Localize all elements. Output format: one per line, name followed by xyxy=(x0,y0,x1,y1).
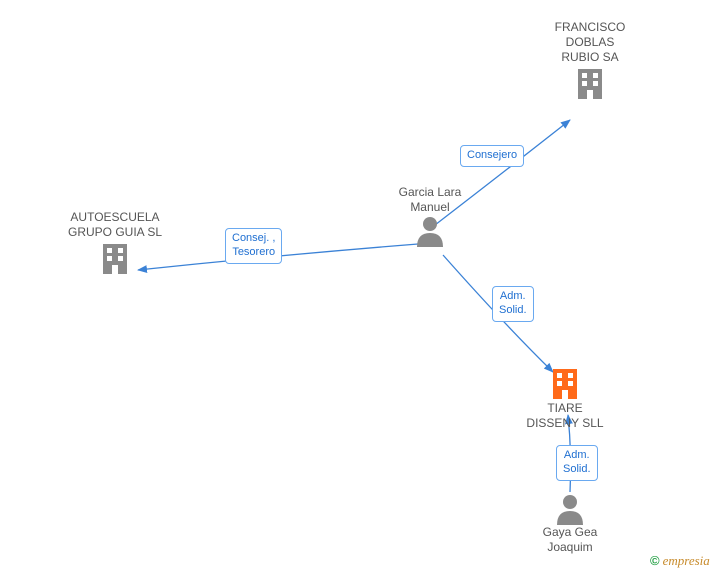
node-francisco[interactable]: FRANCISCODOBLASRUBIO SA xyxy=(530,20,650,101)
node-label: Garcia LaraManuel xyxy=(375,185,485,215)
node-label: TIAREDISSENY SLL xyxy=(505,401,625,431)
node-label: AUTOESCUELAGRUPO GUIA SL xyxy=(45,210,185,240)
building-icon xyxy=(572,65,608,101)
node-tiare[interactable]: TIAREDISSENY SLL xyxy=(505,365,625,431)
edge-label: Consejero xyxy=(460,145,524,167)
watermark: ©empresia xyxy=(650,553,710,569)
watermark-text: empresia xyxy=(663,553,710,568)
building-icon xyxy=(97,240,133,276)
node-gaya[interactable]: Gaya GeaJoaquim xyxy=(520,493,620,555)
node-label: FRANCISCODOBLASRUBIO SA xyxy=(530,20,650,65)
person-icon xyxy=(555,493,585,525)
edge-label: Adm. Solid. xyxy=(556,445,598,481)
node-garcia[interactable]: Garcia LaraManuel xyxy=(375,185,485,247)
person-icon xyxy=(415,215,445,247)
copyright-symbol: © xyxy=(650,553,660,568)
building-icon xyxy=(547,365,583,401)
node-autoescuela[interactable]: AUTOESCUELAGRUPO GUIA SL xyxy=(45,210,185,276)
edge-label: Adm. Solid. xyxy=(492,286,534,322)
edge-label: Consej. , Tesorero xyxy=(225,228,282,264)
node-label: Gaya GeaJoaquim xyxy=(520,525,620,555)
diagram-canvas: FRANCISCODOBLASRUBIO SA AUTOESCUELAGRUPO… xyxy=(0,0,728,575)
